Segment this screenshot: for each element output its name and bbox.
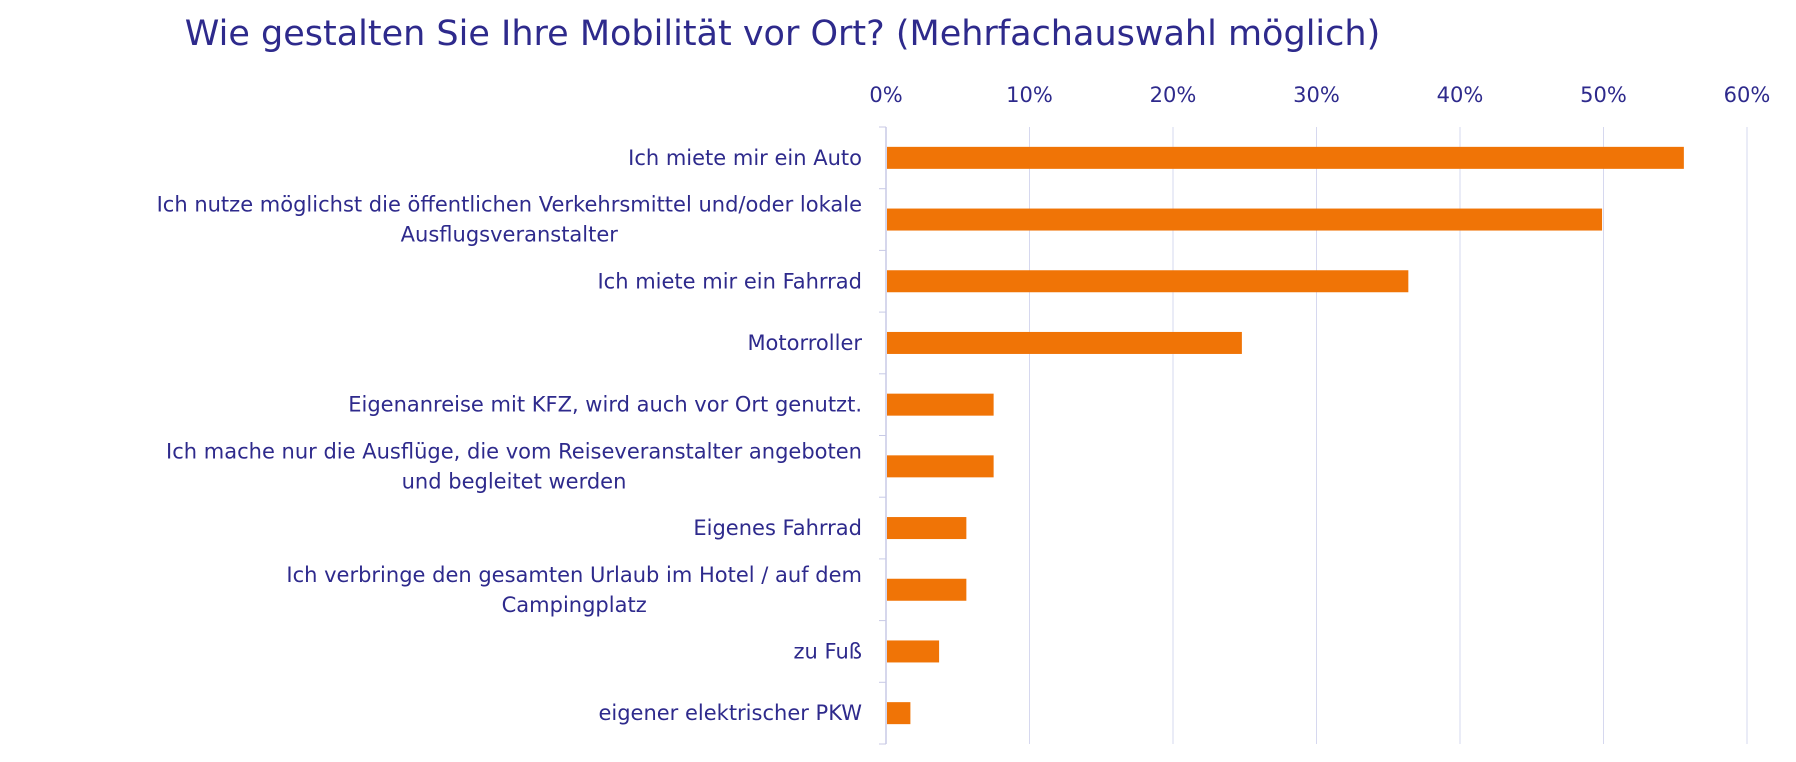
x-tick-label: 40%: [1437, 83, 1484, 107]
bar: [887, 517, 967, 540]
category-label: und begleitet werden: [402, 469, 627, 493]
x-tick-label: 10%: [1006, 83, 1053, 107]
bar: [887, 270, 1409, 293]
category-label: Ich verbringe den gesamten Urlaub im Hot…: [286, 563, 862, 587]
bar: [887, 702, 911, 725]
category-label: Ausflugsveranstalter: [401, 223, 619, 247]
category-label: Campingplatz: [502, 593, 647, 617]
category-label: Ich nutze möglichst die öffentlichen Ver…: [157, 193, 862, 217]
category-label: Eigenanreise mit KFZ, wird auch vor Ort …: [348, 393, 862, 417]
category-label: eigener elektrischer PKW: [598, 701, 862, 725]
x-tick-label: 50%: [1580, 83, 1627, 107]
chart-title: Wie gestalten Sie Ihre Mobilität vor Ort…: [184, 14, 1381, 54]
bar: [887, 331, 1242, 354]
x-tick-label: 20%: [1150, 83, 1197, 107]
bar: [887, 208, 1603, 231]
x-tick-label: 60%: [1724, 83, 1771, 107]
bar: [887, 640, 940, 663]
category-label: zu Fuß: [794, 639, 862, 663]
bar: [887, 393, 994, 416]
category-label: Eigenes Fahrrad: [693, 516, 862, 540]
category-label: Ich miete mir ein Auto: [628, 146, 862, 170]
bar: [887, 146, 1684, 169]
bar: [887, 578, 967, 601]
category-label: Ich mache nur die Ausflüge, die vom Reis…: [166, 439, 862, 463]
x-tick-label: 0%: [869, 83, 902, 107]
bar: [887, 455, 994, 478]
x-tick-label: 30%: [1293, 83, 1340, 107]
category-label: Motorroller: [747, 331, 862, 355]
category-label: Ich miete mir ein Fahrrad: [597, 269, 862, 293]
